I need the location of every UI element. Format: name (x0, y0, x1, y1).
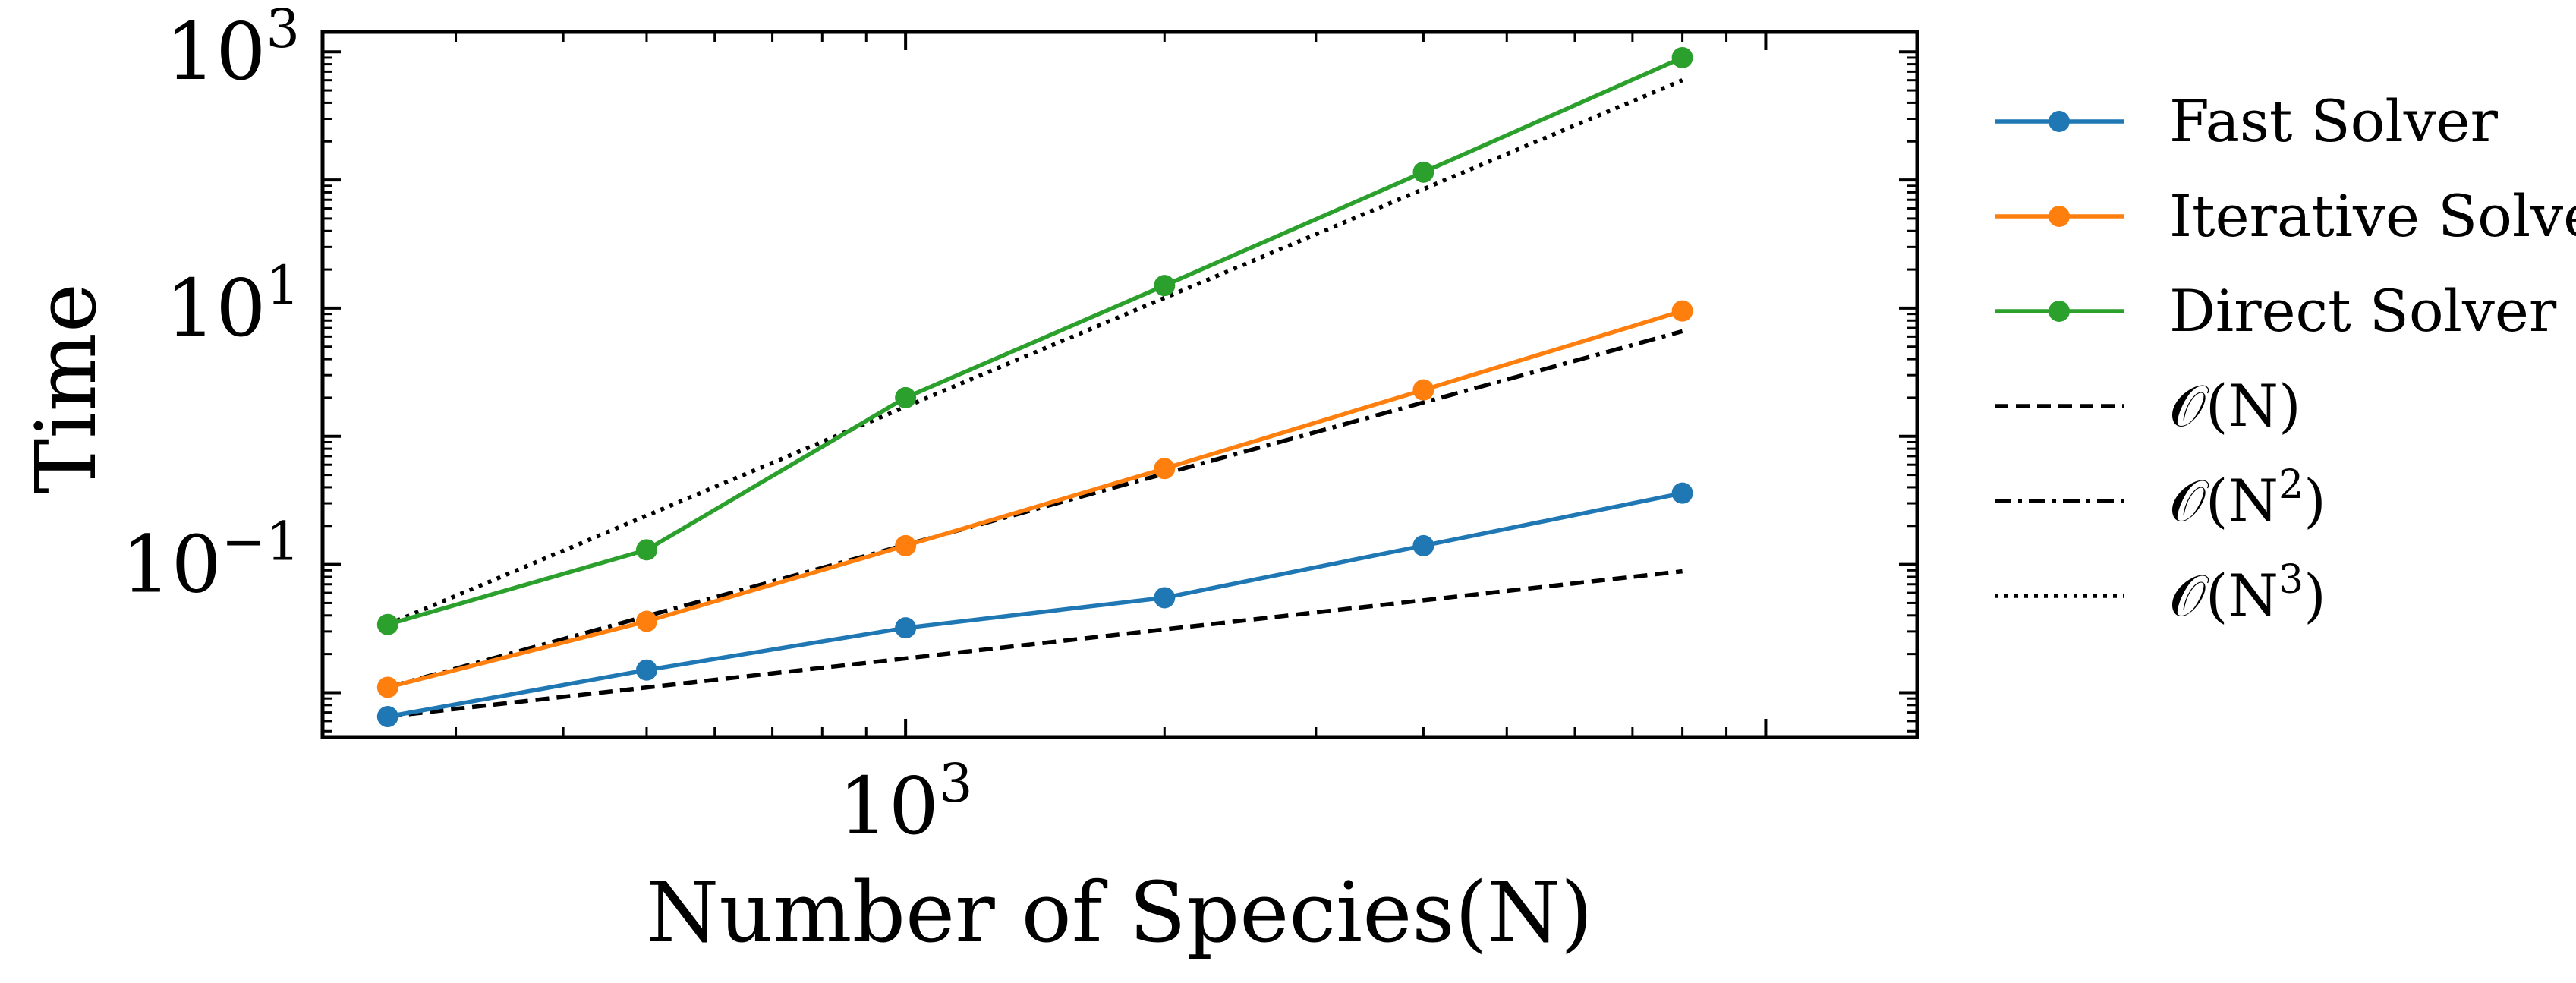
y-tick-label: 101 (165, 254, 300, 354)
series-line-1 (387, 309, 1683, 690)
legend: Fast Solver Iterative Solver Direct Solver… (1995, 87, 2576, 629)
legend-label-5: 𝒪(N3) (2169, 557, 2326, 629)
legend-marker-0 (2049, 111, 2070, 132)
y-tick-label-base: 10 (165, 5, 266, 98)
series-0-point (635, 659, 657, 681)
series-1-point (1154, 458, 1176, 480)
y-tick-label: 103 (165, 0, 300, 98)
series-line-2 (387, 55, 1683, 627)
series-2-point (895, 386, 917, 408)
series-0-point (1412, 534, 1434, 556)
series-line-3 (387, 569, 1683, 719)
y-tick-label-exponent: 3 (266, 0, 300, 60)
series-line-5 (386, 78, 1683, 627)
series-2-point (1671, 46, 1693, 68)
series-1-point (1671, 300, 1693, 322)
y-tick-label: 10−1 (121, 511, 300, 611)
legend-label-exponent: 3 (2278, 557, 2304, 603)
series-0-point (376, 706, 398, 728)
legend-label-4: 𝒪(N2) (2169, 462, 2326, 534)
y-tick-label-base: 10 (165, 262, 266, 354)
series-2-point (1412, 161, 1434, 183)
x-tick-label: 103 (839, 752, 973, 852)
legend-label-3: 𝒪(N) (2169, 372, 2301, 440)
y-axis-label: Time (17, 283, 115, 494)
series-1-point (1412, 379, 1434, 401)
series-0-point (895, 617, 917, 639)
data-series (376, 46, 1693, 728)
legend-label-close: ) (2304, 562, 2326, 629)
series-1-point (376, 676, 398, 698)
legend-label-2: Direct Solver (2169, 277, 2557, 345)
x-tick-label-exponent: 3 (939, 752, 973, 814)
legend-label-close: ) (2304, 467, 2326, 534)
series-0-point (1154, 587, 1176, 609)
x-tick-label-base: 10 (839, 760, 939, 852)
legend-label-main: 𝒪(N (2169, 562, 2278, 629)
legend-label-exponent: 2 (2278, 462, 2304, 508)
legend-marker-2 (2049, 301, 2070, 322)
y-tick-label-exponent: 1 (266, 254, 300, 317)
series-1-point (895, 534, 917, 556)
series-1-point (635, 610, 657, 632)
legend-marker-1 (2049, 206, 2070, 227)
x-axis-label: Number of Species(N) (646, 864, 1593, 961)
series-2-point (376, 613, 398, 635)
series-2-point (1154, 275, 1176, 297)
series-line-4 (387, 329, 1683, 690)
y-tick-label-exponent: −1 (222, 511, 300, 573)
legend-label-main: 𝒪(N) (2169, 372, 2301, 440)
series-2-point (635, 539, 657, 561)
legend-label-main: 𝒪(N (2169, 467, 2278, 534)
plot-frame (320, 30, 1919, 739)
series-line-0 (387, 491, 1683, 719)
legend-label-1: Iterative Solver (2169, 182, 2576, 250)
y-tick-label-base: 10 (121, 518, 221, 611)
legend-label-0: Fast Solver (2169, 87, 2499, 155)
series-0-point (1671, 482, 1693, 504)
